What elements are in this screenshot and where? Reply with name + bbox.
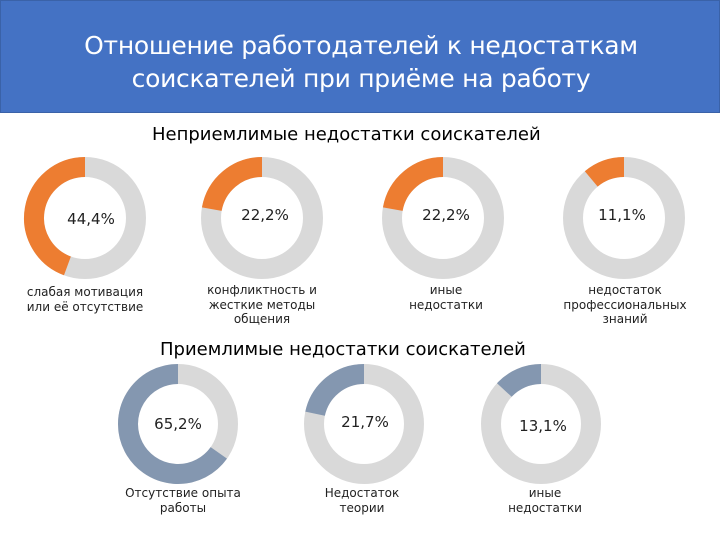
acceptable-theory-caption: Недостаток теории [324, 486, 400, 515]
acceptable-other-segment [497, 364, 542, 398]
acceptable-experience-value: 65,2% [154, 415, 202, 433]
acceptable-other-value: 13,1% [519, 417, 567, 435]
acceptable-experience-segment [118, 364, 227, 484]
acceptable-theory-value: 21,7% [341, 413, 389, 431]
unacceptable-knowledge-caption: недостаток профессиональных знаний [563, 283, 687, 326]
unacceptable-knowledge-segment [584, 157, 625, 187]
page-title-line-1: Отношение работодателей к недостаткам [84, 31, 638, 60]
unacceptable-other-caption: иные недостатки [409, 283, 483, 312]
acceptable-section-title: Приемлимые недостатки соискателей [160, 339, 526, 360]
unacceptable-section-title: Неприемлимые недостатки соискателей [152, 124, 541, 145]
unacceptable-other-segment [382, 157, 444, 212]
unacceptable-knowledge-value: 11,1% [598, 206, 646, 224]
unacceptable-motivation-value: 44,4% [67, 210, 115, 228]
acceptable-experience-caption: Отсутствие опыта работы [125, 486, 241, 515]
acceptable-theory-segment [305, 364, 365, 417]
unacceptable-conflict-segment [201, 157, 263, 212]
unacceptable-motivation-caption: слабая мотивация или её отсутствие [26, 285, 144, 314]
unacceptable-other-value: 22,2% [422, 206, 470, 224]
unacceptable-conflict-caption: конфликтность и жесткие методы общения [207, 283, 317, 326]
page-title-line-2: соискателей при приёме на работу [131, 64, 591, 93]
acceptable-other-caption: иные недостатки [508, 486, 582, 515]
unacceptable-conflict-value: 22,2% [241, 206, 289, 224]
page-title: Отношение работодателей к недостаткам со… [1, 29, 720, 95]
title-banner: Отношение работодателей к недостаткам со… [0, 0, 720, 113]
unacceptable-motivation-segment [24, 157, 86, 276]
